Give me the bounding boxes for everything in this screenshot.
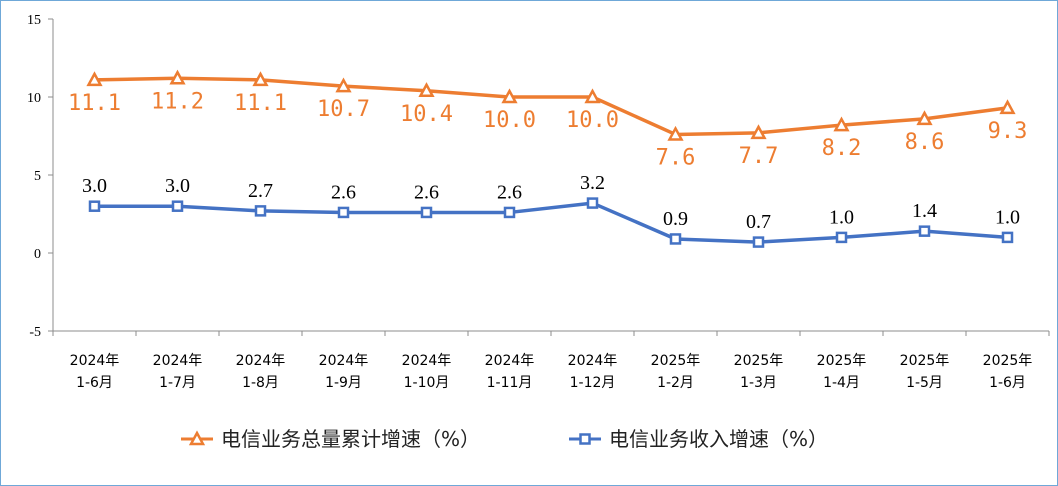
data-point-marker <box>501 88 518 104</box>
data-label: 8.6 <box>905 130 945 155</box>
data-label: 10.7 <box>317 97 370 122</box>
x-tick-label: 2025年 <box>817 353 867 369</box>
data-point-marker <box>752 236 765 248</box>
data-label: 3.2 <box>580 172 605 194</box>
x-tick-label: 2024年 <box>236 353 286 369</box>
series-lines <box>86 69 1016 248</box>
data-point-marker <box>916 110 933 126</box>
y-tick-label: 5 <box>34 169 41 184</box>
x-tick-label: 2024年 <box>319 353 369 369</box>
series-line <box>92 76 1010 137</box>
data-point-marker <box>169 69 186 85</box>
data-label: 10.0 <box>566 108 619 133</box>
data-label: 1.0 <box>995 206 1020 228</box>
x-tick-label: 2024年 <box>402 353 452 369</box>
data-point-marker <box>918 225 931 237</box>
data-point-marker <box>420 206 433 219</box>
axes <box>52 19 1049 332</box>
data-point-marker <box>503 206 516 219</box>
x-tick-label: 1-2月 <box>657 375 694 391</box>
series-line <box>92 201 1010 244</box>
x-tick-label: 1-10月 <box>404 375 450 391</box>
data-label: 2.7 <box>248 180 273 202</box>
x-tick-label: 1-9月 <box>325 375 362 391</box>
data-point-marker <box>418 82 435 98</box>
data-label: 3.0 <box>165 175 190 197</box>
data-point-marker <box>999 99 1016 115</box>
data-label: 11.1 <box>68 91 121 116</box>
y-axis-ticks: 15 10 5 0 -5 <box>27 13 53 340</box>
data-label: 1.0 <box>829 206 854 228</box>
x-tick-label: 1-7月 <box>159 375 196 391</box>
y-tick-label: -5 <box>29 325 41 340</box>
data-label: 11.1 <box>234 91 287 116</box>
data-point-marker <box>586 197 599 209</box>
legend-label: 电信业务收入增速（%） <box>609 427 828 451</box>
data-labels: 11.1 11.2 11.1 10.7 10.4 10.0 10.0 7.6 7.7 8.2 8.6… <box>68 89 1027 233</box>
data-label: 9.3 <box>988 119 1028 144</box>
x-tick-label: 1-3月 <box>740 375 777 391</box>
x-tick-label: 2025年 <box>734 353 784 369</box>
y-tick-label: 15 <box>27 13 41 28</box>
x-tick-label: 1-8月 <box>242 375 279 391</box>
data-point-marker <box>750 124 767 140</box>
x-tick-label: 2025年 <box>900 353 950 369</box>
data-point-marker <box>669 233 682 245</box>
data-point-marker <box>254 205 267 217</box>
data-label: 8.2 <box>822 136 862 161</box>
x-tick-label: 1-6月 <box>989 375 1026 391</box>
x-tick-label: 2025年 <box>651 353 701 369</box>
x-tick-label: 2025年 <box>983 353 1033 369</box>
legend: 电信业务总量累计增速（%） 电信业务收入增速（%） <box>181 427 828 451</box>
x-tick-label: 1-5月 <box>906 375 943 391</box>
data-label: 11.2 <box>151 89 204 114</box>
x-axis-ticks: 2024年 1-6月 2024年 1-7月 2024年 1-8月 2024年 1-9月 2024… <box>52 331 1050 391</box>
data-label: 2.6 <box>414 181 439 203</box>
data-point-marker <box>86 71 103 87</box>
y-tick-label: 0 <box>34 247 41 262</box>
data-point-marker <box>335 77 352 93</box>
legend-marker <box>579 433 591 445</box>
x-tick-label: 1-12月 <box>570 375 616 391</box>
x-tick-label: 1-4月 <box>823 375 860 391</box>
data-label: 2.6 <box>331 181 356 203</box>
data-point-marker <box>1001 231 1014 244</box>
data-label: 2.6 <box>497 181 522 203</box>
data-point-marker <box>252 71 269 87</box>
x-tick-label: 2024年 <box>153 353 203 369</box>
data-label: 7.6 <box>656 145 696 170</box>
x-tick-label: 2024年 <box>485 353 535 369</box>
x-tick-label: 2024年 <box>70 353 120 369</box>
data-point-marker <box>667 125 684 141</box>
data-point-marker <box>835 231 848 244</box>
x-tick-label: 1-11月 <box>487 375 533 391</box>
x-tick-label: 2024年 <box>568 353 618 369</box>
data-point-marker <box>337 206 350 219</box>
data-point-marker <box>171 200 184 212</box>
y-tick-label: 10 <box>27 91 41 106</box>
legend-label: 电信业务总量累计增速（%） <box>221 427 480 451</box>
data-label: 1.4 <box>912 200 937 222</box>
x-tick-label: 1-6月 <box>76 375 113 391</box>
data-label: 0.9 <box>663 208 688 230</box>
data-point-marker <box>584 88 601 104</box>
data-label: 7.7 <box>739 144 779 169</box>
data-point-marker <box>88 200 101 212</box>
data-label: 10.0 <box>483 108 536 133</box>
data-label: 10.4 <box>400 102 453 127</box>
legend-marker <box>188 430 206 446</box>
data-label: 0.7 <box>746 211 771 233</box>
data-label: 3.0 <box>82 175 107 197</box>
data-point-marker <box>833 116 850 132</box>
